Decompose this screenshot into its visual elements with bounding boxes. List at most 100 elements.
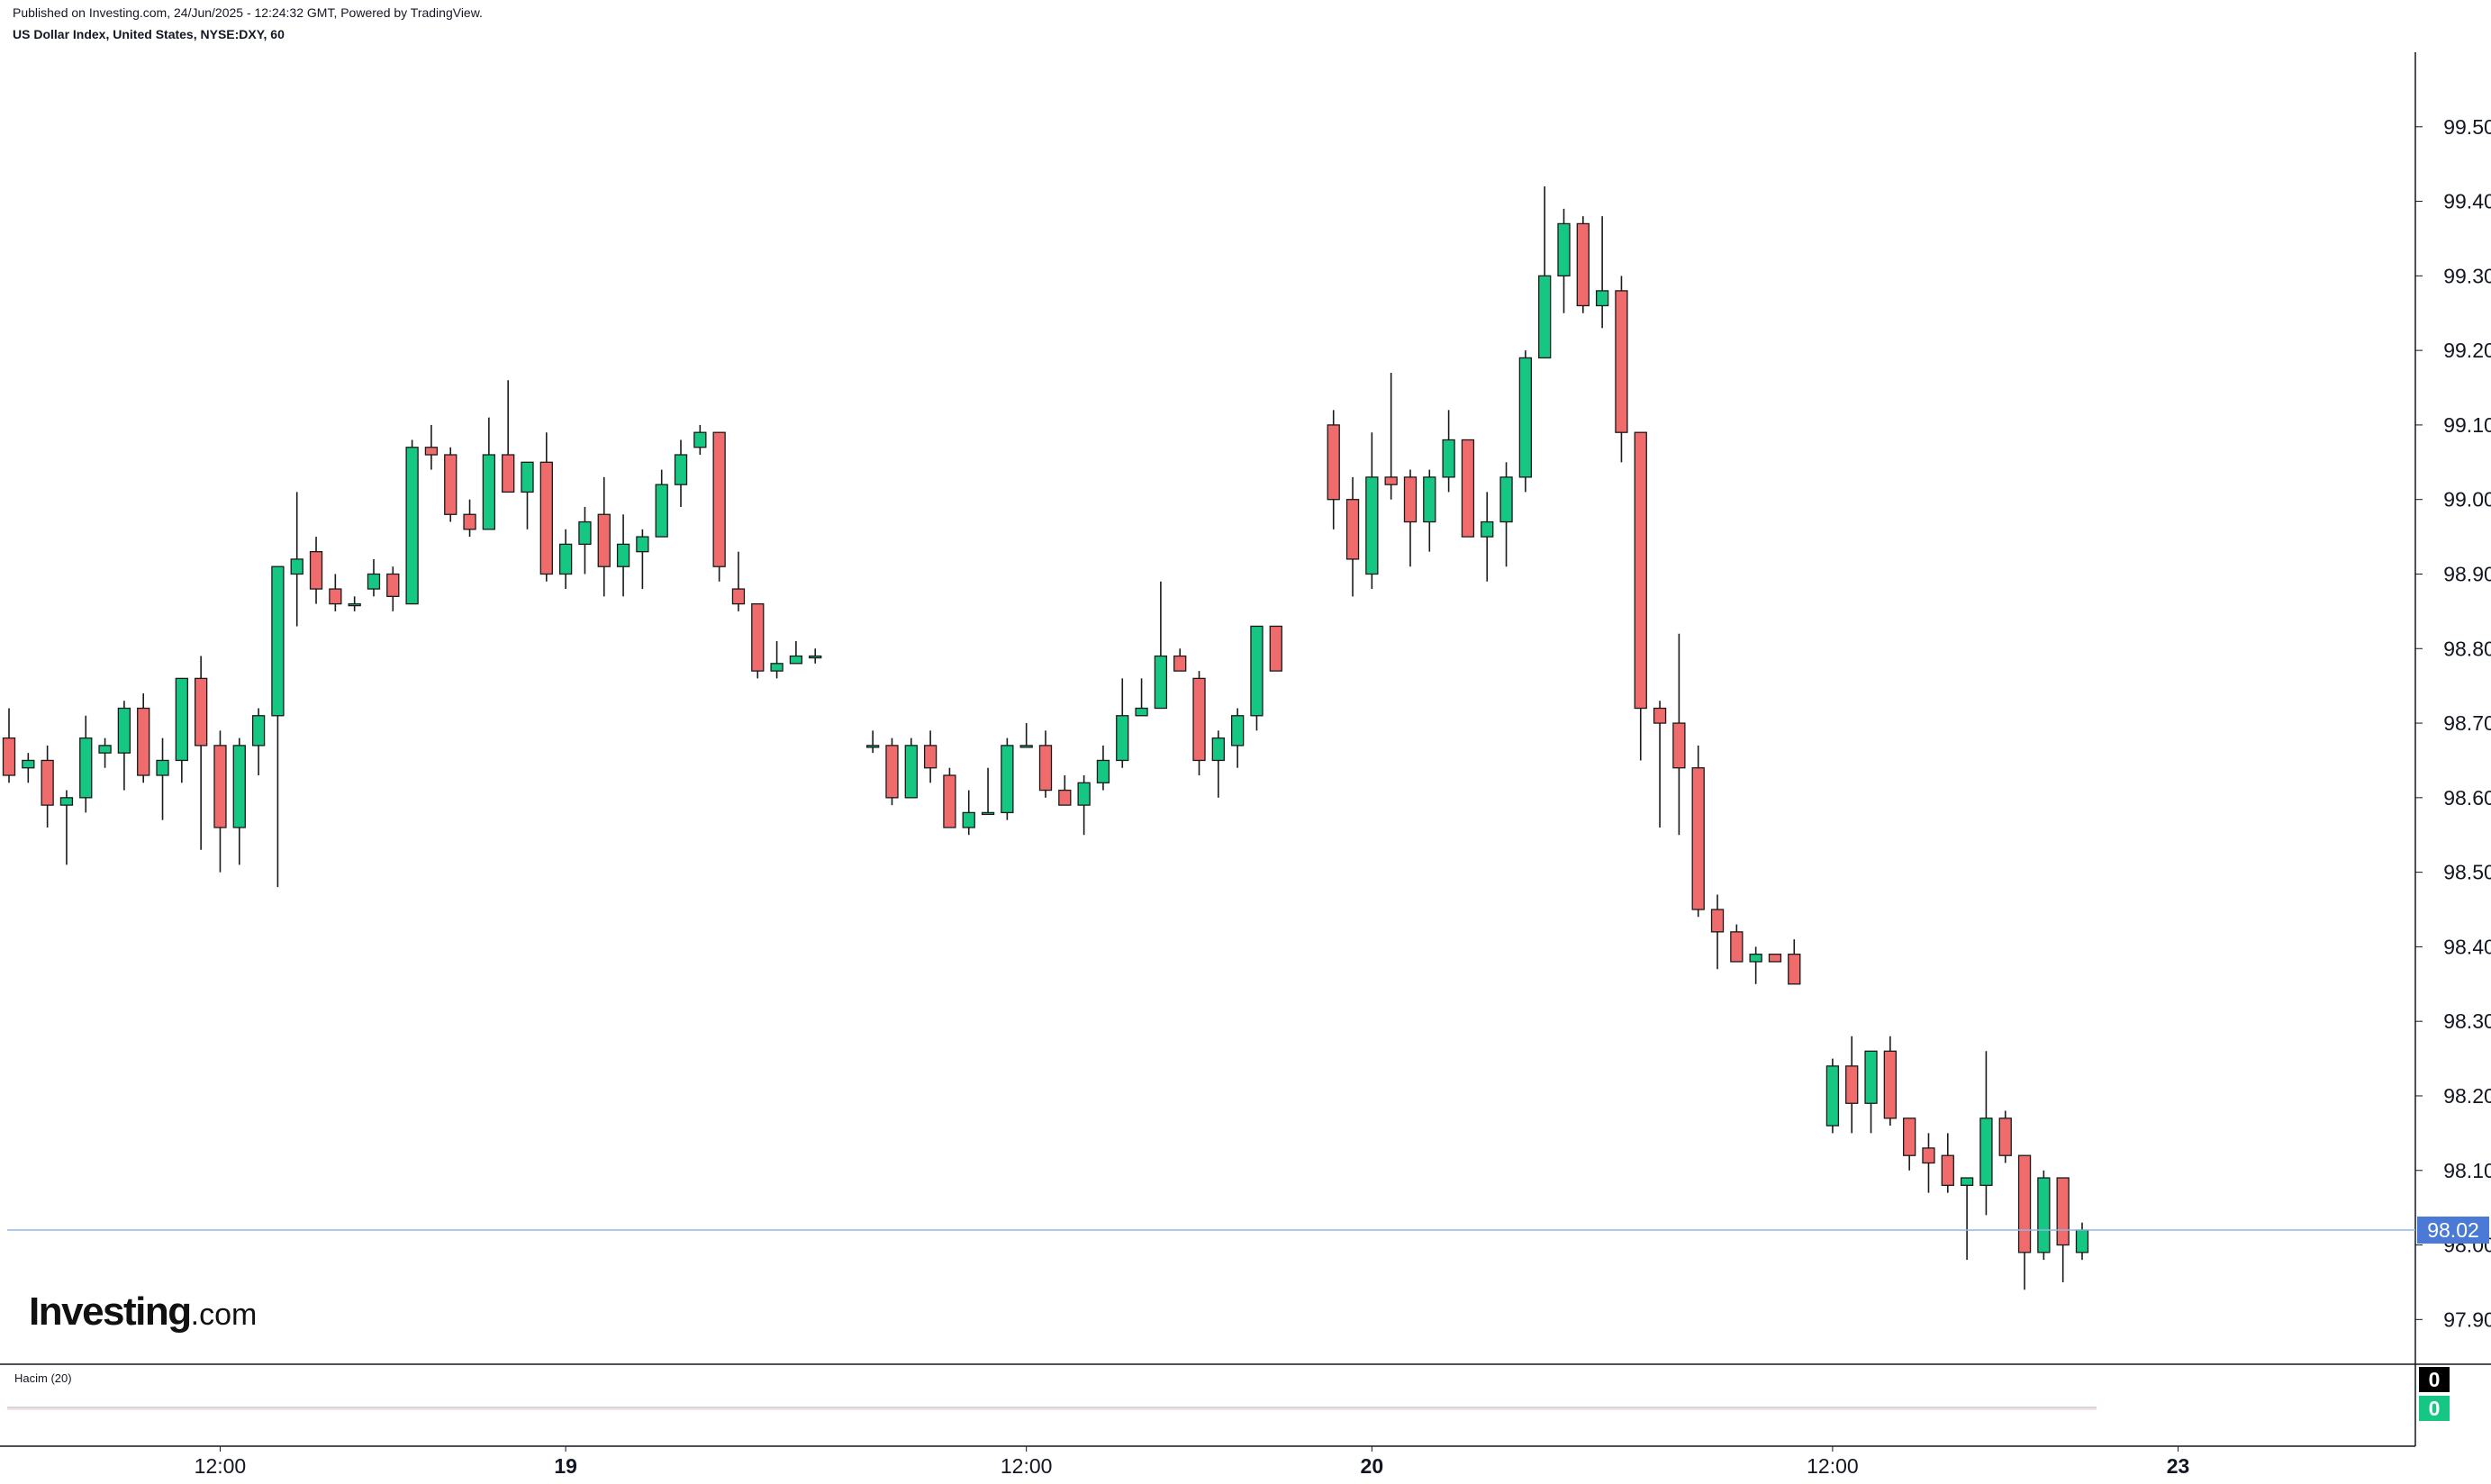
candle-body-down <box>1710 909 1725 933</box>
candle-body-up <box>271 566 285 717</box>
candle-body-down <box>1461 439 1475 538</box>
candle <box>1710 894 1725 970</box>
volume-badge <box>2419 1367 2450 1392</box>
candle-body-up <box>1135 707 1148 717</box>
candle-body-up <box>79 737 93 799</box>
candle-body-up <box>1481 520 1494 538</box>
candle-body-up <box>866 745 880 748</box>
candle <box>405 439 419 605</box>
candle <box>558 529 573 590</box>
candle <box>578 506 592 575</box>
candle-body-down <box>597 513 611 567</box>
candle-body-down <box>309 551 323 590</box>
candle-body-down <box>2056 1177 2070 1246</box>
candle <box>1960 1177 1974 1261</box>
candle <box>731 551 746 611</box>
volume-pane: 00 <box>7 1367 2450 1421</box>
candle-body-down <box>885 745 899 799</box>
candle-body-up <box>2075 1229 2089 1253</box>
candle <box>1595 216 1609 329</box>
candle <box>22 753 35 783</box>
candle <box>962 790 975 836</box>
candle-body-down <box>213 745 227 828</box>
candle-body-up <box>962 811 975 828</box>
candle <box>1557 208 1571 313</box>
candle <box>1192 671 1206 776</box>
candle <box>424 424 439 470</box>
last-price-marker: 98.02 <box>7 1216 2489 1244</box>
candle-body-down <box>1269 625 1282 672</box>
candle-body-up <box>1960 1177 1974 1186</box>
candle <box>482 417 496 530</box>
candle <box>251 708 266 776</box>
x-tick-label: 12:00 <box>195 1454 247 1478</box>
chart-frame <box>0 52 2491 1447</box>
candle-body-down <box>1788 954 1801 985</box>
candle <box>636 529 649 590</box>
price-axis[interactable]: 99.50 99.40 99.30 99.20 99.10 99.00 98.90 98.80… <box>2415 115 2491 1332</box>
candle <box>348 596 361 611</box>
candle <box>655 469 668 538</box>
candles-layer <box>2 186 2089 1290</box>
candle <box>1864 1050 1878 1134</box>
candle <box>1423 469 1436 552</box>
candle-body-up <box>1019 745 1033 748</box>
published-info: Published on Investing.com, 24/Jun/2025 … <box>13 5 483 20</box>
candle-body-down <box>1384 476 1398 485</box>
candle-body-up <box>1864 1050 1878 1104</box>
candle <box>1845 1036 1859 1134</box>
candle <box>1250 625 1264 731</box>
y-tick-label: 98.10 <box>2443 1159 2491 1182</box>
candle <box>751 602 765 679</box>
candle <box>137 692 150 783</box>
x-tick-label: 12:00 <box>1807 1454 1859 1478</box>
candle-body-up <box>904 745 918 799</box>
candle-body-down <box>751 602 765 672</box>
candle-body-down <box>731 588 746 605</box>
candle-body-down <box>386 573 400 597</box>
candle-body-up <box>1001 745 1014 814</box>
candle-body-up <box>1423 476 1436 523</box>
candle <box>770 640 784 679</box>
candle-body-up <box>156 759 169 776</box>
candle <box>367 558 381 597</box>
candle-body-up <box>636 536 649 553</box>
candle <box>1634 431 1647 761</box>
candle <box>1173 648 1187 672</box>
candle <box>463 499 476 538</box>
y-tick-label: 98.70 <box>2443 711 2491 735</box>
candle-body-up <box>1365 476 1379 575</box>
investing-logo: Investing.com <box>29 1289 257 1335</box>
candle <box>616 514 630 597</box>
y-tick-label: 99.00 <box>2443 488 2491 511</box>
candle-body-down <box>2017 1154 2032 1253</box>
candle <box>923 730 938 783</box>
candle <box>1442 410 1455 493</box>
candle-body-down <box>1998 1118 2012 1156</box>
candle-body-down <box>463 513 476 530</box>
candle-body-down <box>1672 722 1686 769</box>
y-tick-label: 98.80 <box>2443 637 2491 660</box>
candle <box>1345 476 1360 597</box>
y-tick-label: 98.30 <box>2443 1009 2491 1033</box>
candle <box>175 677 188 783</box>
candle <box>2037 1170 2051 1261</box>
candle <box>59 790 74 865</box>
candle-body-down <box>1922 1147 1935 1164</box>
candle-body-down <box>1576 222 1590 307</box>
candle <box>1672 633 1686 836</box>
volume-badge-label: 0 <box>2429 1397 2441 1420</box>
candle-body-up <box>1499 476 1513 523</box>
candle <box>156 737 169 820</box>
candle-body-up <box>59 797 74 806</box>
candle-body-up <box>809 655 822 659</box>
candle-body-up <box>1154 655 1168 710</box>
y-tick-label: 98.40 <box>2443 935 2491 958</box>
candle <box>1077 775 1091 836</box>
candle <box>904 737 918 799</box>
candle <box>271 566 285 888</box>
candle <box>79 715 93 813</box>
candle <box>1903 1118 1916 1171</box>
